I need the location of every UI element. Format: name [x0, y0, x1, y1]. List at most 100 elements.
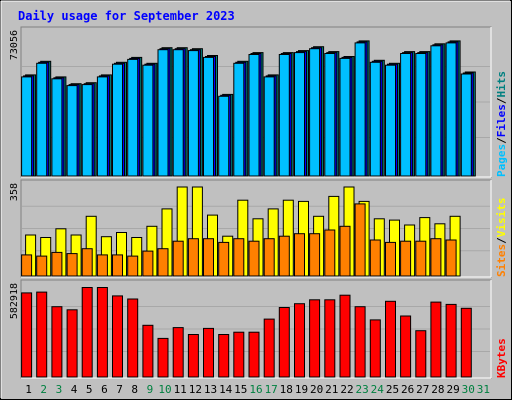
hits-bar-pages-day-23	[354, 42, 366, 177]
kbytes-bar-kbytes-day-29	[445, 303, 457, 378]
visits-bar-sites-day-27	[415, 240, 427, 277]
hits-bar-pages-day-12	[187, 50, 199, 177]
x-label-day-20: 20	[310, 383, 323, 396]
x-label-day-8: 8	[131, 383, 138, 396]
kbytes-bar-kbytes-day-28	[430, 301, 442, 378]
visits-bar-sites-day-1	[21, 254, 33, 277]
hits-bar-pages-day-3	[51, 78, 63, 177]
visits-max-label: 358	[9, 183, 20, 201]
x-label-day-24: 24	[371, 383, 385, 396]
visits-bar-sites-day-26	[400, 240, 412, 277]
hits-bar-pages-day-27	[415, 53, 427, 177]
kbytes-bar-kbytes-day-17	[263, 318, 275, 378]
hits-legend-pages: Pages	[495, 144, 508, 177]
x-label-day-27: 27	[416, 383, 429, 396]
kbytes-bar-kbytes-day-1	[21, 292, 33, 378]
hits-bar-pages-day-29	[445, 42, 457, 177]
kbytes-bar-kbytes-day-5	[81, 287, 93, 378]
hits-bar-pages-day-13	[203, 56, 214, 177]
hits-bar-pages-day-20	[309, 48, 321, 177]
x-label-day-28: 28	[431, 383, 444, 396]
visits-bar-sites-day-21	[324, 229, 336, 277]
hits-bar-pages-day-24	[369, 61, 381, 177]
visits-bar-sites-day-15	[233, 238, 245, 277]
visits-bar-sites-day-7	[112, 254, 123, 277]
hits-bar-pages-day-21	[324, 53, 336, 177]
kbytes-bar-kbytes-day-30	[460, 307, 472, 378]
kbytes-bar-kbytes-day-27	[415, 330, 427, 378]
kbytes-side-legend: KBytes	[495, 338, 508, 378]
visits-bar-sites-day-29	[445, 239, 457, 277]
hits-bar-pages-day-28	[430, 45, 442, 177]
visits-bar-sites-day-20	[309, 233, 321, 277]
kbytes-legend-kbytes: KBytes	[495, 338, 508, 378]
visits-bar-sites-day-19	[294, 233, 305, 277]
visits-bar-sites-day-5	[81, 248, 93, 277]
kbytes-bar-kbytes-day-22	[339, 294, 351, 378]
chart-title: Daily usage for September 2023	[18, 9, 235, 23]
hits-bar-pages-day-7	[112, 63, 123, 177]
visits-bar-sites-day-3	[51, 251, 63, 277]
visits-bar-sites-day-12	[187, 238, 199, 277]
x-label-day-25: 25	[386, 383, 399, 396]
hits-bar-pages-day-18	[278, 54, 290, 177]
visits-bar-sites-day-24	[369, 239, 381, 277]
x-label-day-9: 9	[147, 383, 154, 396]
kbytes-bar-kbytes-day-13	[203, 327, 214, 378]
kbytes-bar-kbytes-day-26	[400, 315, 412, 378]
kbytes-bar-kbytes-day-20	[309, 299, 321, 378]
hits-legend-separator: /	[495, 137, 508, 144]
kbytes-bar-kbytes-day-6	[96, 287, 108, 378]
kbytes-bar-kbytes-day-18	[278, 307, 290, 378]
visits-bar-sites-day-18	[278, 235, 290, 277]
kbytes-bar-kbytes-day-10	[157, 337, 169, 378]
x-label-day-29: 29	[446, 383, 459, 396]
hits-bar-pages-day-17	[263, 76, 275, 177]
visits-bar-sites-day-22	[339, 225, 351, 277]
visits-bar-sites-day-16	[248, 240, 260, 277]
kbytes-bar-kbytes-day-12	[187, 334, 199, 378]
x-label-day-2: 2	[40, 383, 47, 396]
visits-bar-sites-day-9	[142, 250, 154, 277]
visits-bar-sites-day-11	[172, 240, 184, 277]
kbytes-bar-kbytes-day-9	[142, 324, 154, 378]
hits-bar-pages-day-30	[460, 73, 472, 177]
visits-legend-visits: Visits	[495, 198, 508, 238]
x-label-day-30: 30	[462, 383, 475, 396]
x-label-day-15: 15	[234, 383, 247, 396]
hits-bar-pages-day-8	[127, 58, 139, 177]
visits-bar-sites-day-17	[263, 238, 275, 277]
hits-legend-separator: /	[495, 97, 508, 104]
panels-group: 73056Pages/Files/Hits358Sites/Visits5829…	[9, 26, 508, 379]
x-label-day-6: 6	[101, 383, 108, 396]
kbytes-max-label: 582918	[9, 283, 20, 319]
x-label-day-10: 10	[158, 383, 171, 396]
hits-bar-pages-day-19	[294, 52, 305, 177]
visits-side-legend: Sites/Visits	[495, 198, 508, 278]
x-label-day-4: 4	[71, 383, 78, 396]
x-axis-labels: 1 2 3 4 5 6 7 8 9 10 11 12 13 14 15 16 17 18 19 20 21 22 23 24 2…	[25, 383, 490, 396]
hits-legend-files: Files	[495, 104, 508, 137]
kbytes-bar-kbytes-day-11	[172, 327, 184, 378]
x-label-day-31: 31	[477, 383, 490, 396]
hits-side-legend: Pages/Files/Hits	[495, 71, 508, 177]
visits-bar-sites-day-25	[385, 241, 396, 277]
hits-bar-pages-day-1	[21, 76, 33, 177]
x-label-day-17: 17	[265, 383, 278, 396]
x-label-day-19: 19	[295, 383, 308, 396]
hits-bar-pages-day-11	[172, 49, 184, 177]
hits-bar-pages-day-22	[339, 57, 351, 177]
kbytes-bar-kbytes-day-21	[324, 299, 336, 378]
x-label-day-14: 14	[219, 383, 233, 396]
x-label-day-16: 16	[249, 383, 262, 396]
hits-bar-pages-day-16	[248, 54, 260, 177]
kbytes-bar-kbytes-day-4	[66, 309, 78, 378]
kbytes-bar-kbytes-day-16	[248, 331, 260, 378]
hits-bar-pages-day-14	[218, 95, 230, 177]
hits-bar-pages-day-15	[233, 62, 245, 177]
hits-bar-pages-day-6	[96, 76, 108, 177]
hits-bar-pages-day-25	[385, 64, 396, 177]
kbytes-bar-kbytes-day-7	[112, 295, 123, 378]
x-label-day-18: 18	[280, 383, 293, 396]
visits-legend-sites: Sites	[495, 244, 508, 277]
